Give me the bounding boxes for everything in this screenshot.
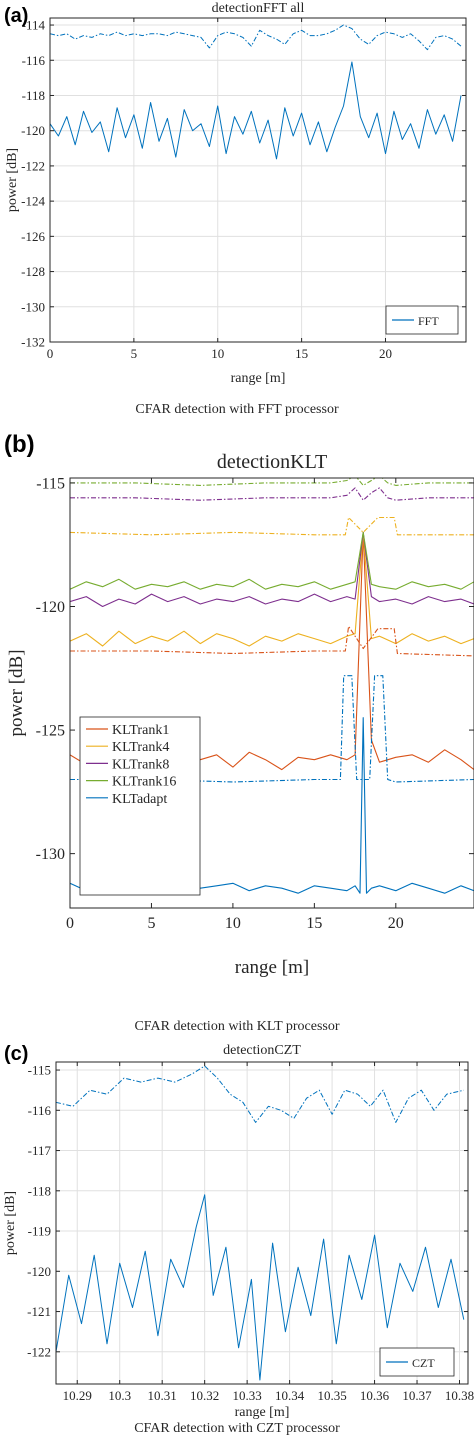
y-tick-label: -121 bbox=[27, 1304, 51, 1319]
y-tick-label: -120 bbox=[21, 123, 45, 138]
x-tick-label: 10.35 bbox=[317, 1388, 346, 1403]
y-tick-label: -117 bbox=[28, 1143, 52, 1158]
x-axis-label: range [m] bbox=[235, 1405, 290, 1420]
x-tick-label: 10.29 bbox=[63, 1388, 92, 1403]
y-tick-label: -120 bbox=[36, 599, 65, 616]
x-tick-label: 10.37 bbox=[402, 1388, 432, 1403]
x-tick-label: 5 bbox=[147, 915, 155, 932]
x-tick-label: 10.31 bbox=[148, 1388, 177, 1403]
chart-title: detectionKLT bbox=[217, 451, 327, 473]
x-tick-label: 10.32 bbox=[190, 1388, 219, 1403]
figure-caption: CFAR detection with FFT processor bbox=[135, 402, 339, 417]
axes-frame bbox=[55, 1061, 469, 1385]
y-tick-label: -130 bbox=[36, 846, 65, 863]
y-axis-label: power [dB] bbox=[5, 148, 20, 212]
y-tick-label: -116 bbox=[22, 53, 46, 68]
y-tick-label: -128 bbox=[21, 264, 45, 279]
legend: CZT bbox=[379, 1347, 455, 1377]
plot-area bbox=[56, 1062, 468, 1384]
series-line-kltrank16 bbox=[70, 531, 474, 590]
series-line-threshold-1 bbox=[56, 1065, 464, 1123]
y-tick-label: -122 bbox=[21, 158, 45, 173]
x-tick-label: 10.33 bbox=[233, 1388, 262, 1403]
legend-entry: KLTadapt bbox=[112, 792, 167, 807]
series-line-threshold-7 bbox=[70, 516, 474, 536]
y-tick-label: -118 bbox=[28, 1183, 51, 1198]
series-group bbox=[56, 1065, 465, 1381]
y-tick-label: -114 bbox=[22, 18, 46, 33]
axes-frame bbox=[69, 477, 474, 909]
series-line-kltrank8 bbox=[70, 531, 474, 608]
x-tick-label: 20 bbox=[379, 346, 392, 361]
y-tick-label: -126 bbox=[21, 229, 45, 244]
legend-entry: KLTrank8 bbox=[112, 757, 169, 772]
legend: FFT bbox=[385, 305, 459, 335]
legend-entry: KLTrank4 bbox=[112, 740, 169, 755]
series-line-threshold-6 bbox=[70, 487, 474, 501]
figure-caption: CFAR detection with KLT processor bbox=[134, 1019, 339, 1034]
x-tick-label: 5 bbox=[131, 346, 138, 361]
series-group bbox=[50, 24, 462, 160]
x-tick-label: 10.36 bbox=[360, 1388, 390, 1403]
x-tick-label: 10.3 bbox=[108, 1388, 131, 1403]
y-tick-label: -124 bbox=[21, 194, 45, 209]
series-line-threshold-1 bbox=[50, 24, 462, 51]
series-line-threshold-9 bbox=[70, 675, 474, 783]
y-tick-label: -115 bbox=[36, 476, 65, 493]
y-tick-label: -125 bbox=[36, 723, 65, 740]
plot-area bbox=[50, 18, 466, 342]
x-tick-label: 10 bbox=[225, 915, 241, 932]
x-axis-label: range [m] bbox=[235, 957, 309, 978]
legend-entry: KLTrank16 bbox=[112, 775, 176, 790]
series-line-threshold-8 bbox=[70, 625, 474, 657]
x-tick-label: 20 bbox=[388, 915, 404, 932]
y-tick-label: -118 bbox=[22, 88, 45, 103]
y-tick-label: -115 bbox=[28, 1063, 51, 1078]
y-tick-label: -116 bbox=[28, 1103, 52, 1118]
y-tick-label: -120 bbox=[27, 1264, 51, 1279]
chart-title: detectionFFT all bbox=[212, 1, 305, 16]
y-tick-label: -122 bbox=[27, 1344, 51, 1359]
legend-entry: CZT bbox=[412, 1356, 435, 1370]
panel-label: (a) bbox=[4, 5, 28, 27]
y-tick-label: -132 bbox=[21, 335, 45, 350]
x-tick-label: 15 bbox=[295, 346, 308, 361]
panel-label: (b) bbox=[4, 431, 35, 458]
legend: KLTrank1 KLTrank4 KLTrank8 KLTrank16 KLTadap… bbox=[79, 716, 201, 896]
series-line-kltrank4 bbox=[70, 531, 474, 647]
y-axis-label: power [dB] bbox=[6, 649, 27, 736]
x-axis-label: range [m] bbox=[231, 371, 286, 386]
y-tick-label: -130 bbox=[21, 299, 45, 314]
chart-panel-3: (c) detectionCZT 10.29 10.3 10.31 10.32 10.33 1… bbox=[3, 1043, 474, 1436]
x-tick-label: 0 bbox=[47, 346, 54, 361]
y-axis-label: power [dB] bbox=[3, 1191, 18, 1255]
y-tick-label: -119 bbox=[28, 1224, 51, 1239]
x-tick-label: 0 bbox=[66, 915, 74, 932]
series-line-threshold-5 bbox=[70, 478, 474, 486]
series-line-fft bbox=[50, 61, 462, 160]
x-tick-label: 10.34 bbox=[275, 1388, 305, 1403]
legend-entry: KLTrank1 bbox=[112, 723, 169, 738]
axes-frame bbox=[49, 17, 467, 343]
series-line-czt bbox=[56, 1194, 465, 1381]
chart-panel-1: (a) detectionFFT all 0 5 10 15 20 -132 -130 -128 -… bbox=[4, 1, 467, 417]
legend-entry: FFT bbox=[418, 314, 439, 328]
chart-title: detectionCZT bbox=[223, 1043, 301, 1058]
x-tick-label: 15 bbox=[306, 915, 322, 932]
x-tick-label: 10 bbox=[211, 346, 224, 361]
x-tick-label: 10.38 bbox=[445, 1388, 474, 1403]
figure-caption: CFAR detection with CZT processor bbox=[134, 1421, 340, 1436]
chart-panel-2: (b) detectionKLT 0 5 10 15 20 -115 -120 -125 -130 r… bbox=[4, 431, 474, 1034]
panel-label: (c) bbox=[4, 1043, 28, 1065]
